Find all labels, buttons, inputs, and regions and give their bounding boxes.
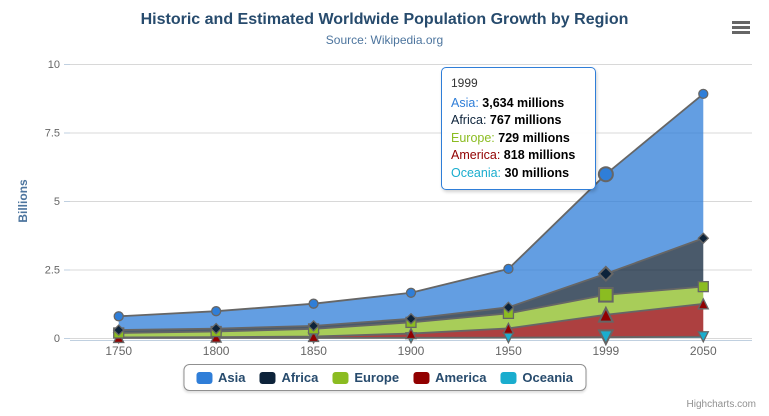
credits-link[interactable]: Highcharts.com [686, 399, 756, 410]
marker-circle[interactable] [113, 311, 124, 322]
tooltip-row: Asia: 3,634 millions [451, 95, 586, 113]
marker-square[interactable] [598, 286, 614, 303]
marker-circle[interactable] [503, 263, 514, 275]
area-series-asia[interactable] [118, 93, 704, 331]
tooltip-header: 1999 [451, 76, 478, 90]
marker-triangle[interactable] [697, 297, 710, 310]
marker-square[interactable] [697, 280, 709, 293]
x-axis-label: 1950 [495, 344, 522, 358]
tooltip-series-name: Oceania: [451, 165, 502, 180]
marker-diamond[interactable] [502, 301, 515, 314]
marker-diamond[interactable] [697, 232, 710, 245]
legend-item-america[interactable]: America [413, 370, 486, 385]
marker-triangle[interactable] [597, 305, 615, 323]
legend-label: America [435, 370, 487, 385]
tooltip-series-name: Europe: [451, 130, 495, 145]
x-axis-label: 1850 [300, 344, 327, 358]
tooltip-row: Oceania: 30 millions [451, 165, 586, 183]
marker-diamond[interactable] [307, 319, 320, 332]
export-menu-button[interactable] [732, 21, 750, 34]
tooltip-series-name: Africa: [451, 113, 487, 127]
hamburger-icon [732, 26, 750, 29]
tooltip-series-value: 818 millions [500, 148, 576, 162]
tooltip-series-name: America: [451, 148, 501, 162]
y-axis-label: 0 [54, 333, 60, 345]
legend-swatch-icon [413, 371, 430, 384]
x-axis-label: 1999 [593, 344, 620, 358]
legend-swatch-icon [332, 371, 349, 384]
legend-swatch-icon [500, 371, 517, 384]
tooltip-rows: Asia: 3,634 millions Africa: 767 millions… [451, 95, 586, 183]
marker-triangle-down[interactable] [697, 331, 710, 344]
y-axis-label: 5 [54, 196, 60, 208]
tooltip-series-value: 3,634 millions [478, 95, 565, 110]
marker-diamond[interactable] [210, 322, 223, 335]
legend-item-africa[interactable]: Africa [259, 370, 318, 385]
legend: Asia Africa Europe America Oceania [182, 364, 587, 391]
legend-swatch-icon [195, 371, 212, 384]
tooltip-row: America: 818 millions [451, 147, 586, 165]
tooltip: 1999 Asia: 3,634 millions Africa: 767 mil… [441, 67, 596, 190]
tooltip-row: Africa: 767 millions [451, 112, 586, 130]
x-axis-label: 1900 [398, 344, 425, 358]
legend-label: Oceania [522, 370, 574, 385]
area-series-africa[interactable] [118, 238, 704, 333]
chart-title: Historic and Estimated Worldwide Populat… [140, 11, 629, 28]
area-series-america[interactable] [118, 303, 704, 338]
marker-triangle[interactable] [307, 330, 320, 343]
marker-triangle[interactable] [404, 327, 418, 340]
tooltip-series-name: Asia: [451, 95, 479, 110]
y-axis-label: 2.5 [45, 265, 60, 277]
x-axis-label: 2050 [690, 344, 717, 358]
marker-circle[interactable] [308, 298, 319, 309]
hamburger-icon [732, 21, 750, 24]
marker-triangle-down[interactable] [597, 329, 615, 347]
marker-circle[interactable] [405, 287, 417, 298]
marker-diamond[interactable] [597, 265, 615, 282]
legend-item-asia[interactable]: Asia [195, 370, 246, 385]
x-axis-label: 1750 [105, 344, 132, 358]
tooltip-series-value: 767 millions [486, 113, 562, 127]
legend-label: Asia [217, 370, 246, 385]
marker-diamond[interactable] [112, 324, 125, 337]
y-axis-label: 7.5 [45, 128, 60, 140]
legend-label: Africa [281, 370, 319, 385]
chart-subtitle: Source: Wikipedia.org [325, 33, 444, 47]
legend-label: Europe [354, 370, 400, 385]
marker-circle[interactable] [698, 88, 709, 100]
x-axis-label: 1800 [203, 344, 230, 358]
y-axis-title: Billions [16, 179, 30, 223]
y-axis-label: 10 [48, 59, 60, 71]
marker-circle[interactable] [597, 166, 614, 183]
tooltip-series-value: 30 millions [501, 165, 570, 180]
legend-item-europe[interactable]: Europe [332, 370, 399, 385]
marker-circle[interactable] [210, 306, 222, 317]
marker-diamond[interactable] [405, 312, 417, 325]
marker-triangle[interactable] [502, 321, 515, 335]
tooltip-series-value: 729 millions [494, 130, 570, 145]
tooltip-row: Europe: 729 millions [451, 130, 586, 148]
legend-item-oceania[interactable]: Oceania [500, 370, 573, 385]
legend-swatch-icon [259, 371, 276, 384]
hamburger-icon [732, 31, 750, 34]
